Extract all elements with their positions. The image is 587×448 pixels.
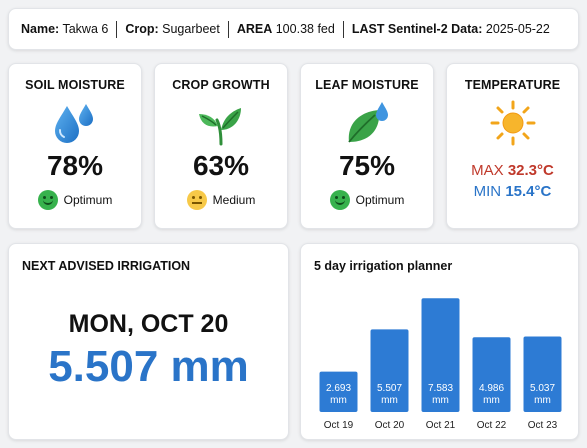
- field-name: Name: Takwa 6: [21, 22, 109, 36]
- bar-value-label: 2.693: [326, 383, 351, 394]
- bar-value-label: 5.037: [530, 383, 555, 394]
- bar-oct-23: [523, 336, 562, 412]
- crop-type: Crop: Sugarbeet: [125, 22, 220, 36]
- status-row: Optimum: [301, 190, 433, 210]
- x-tick-label: Oct 19: [324, 420, 354, 431]
- field-info-bar: Name: Takwa 6 Crop: Sugarbeet AREA 100.3…: [8, 8, 579, 50]
- card-title: CROP GROWTH: [172, 78, 270, 92]
- status-label: Optimum: [63, 193, 113, 207]
- bar-oct-22: [472, 337, 511, 412]
- leaf-moisture-card: LEAF MOISTURE 75% Optimum: [300, 63, 434, 229]
- bar-value-label: 5.507: [377, 383, 402, 394]
- status-label: Optimum: [355, 193, 405, 207]
- crop-growth-card: CROP GROWTH 63% Medium: [154, 63, 288, 229]
- x-tick-label: Oct 20: [375, 420, 405, 431]
- chart-title: 5 day irrigation planner: [314, 259, 453, 273]
- bar-oct-19: [319, 371, 358, 412]
- neutral-yellow-icon: [186, 190, 207, 210]
- leaf-moisture-value: 75%: [338, 150, 396, 181]
- card-title: TEMPERATURE: [464, 78, 561, 92]
- bar-oct-20: [370, 329, 409, 412]
- status-label: Medium: [212, 193, 256, 207]
- sun-icon: [485, 100, 541, 146]
- bar-unit-label: mm: [534, 395, 551, 406]
- divider: [342, 20, 344, 38]
- irrigation-planner-card: 5 day irrigation planner 2.693 mm Oct 19 5.…: [300, 243, 579, 440]
- bar-unit-label: mm: [432, 395, 449, 406]
- water-drops-icon: [47, 100, 103, 146]
- status-row: Optimum: [9, 190, 141, 210]
- next-irrigation-card: NEXT ADVISED IRRIGATION MON, OCT 20 5.50…: [8, 243, 289, 440]
- card-title: LEAF MOISTURE: [315, 78, 419, 92]
- x-tick-label: Oct 22: [477, 420, 507, 431]
- irrigation-amount: 5.507 mm: [48, 342, 249, 391]
- max-temperature: MAX 32.3°C: [471, 162, 554, 179]
- bar-oct-21: [421, 298, 460, 412]
- status-row: Medium: [155, 190, 287, 210]
- temperature-card: TEMPERATURE MAX 32.3°C MIN 15.4°C: [446, 63, 579, 229]
- crop-growth-value: 63%: [192, 150, 250, 181]
- sprout-icon: [193, 100, 249, 146]
- leaf-drop-icon: [339, 100, 395, 146]
- card-title: NEXT ADVISED IRRIGATION: [22, 259, 191, 273]
- divider: [227, 20, 229, 38]
- bar-unit-label: mm: [330, 395, 347, 406]
- bar-unit-label: mm: [483, 395, 500, 406]
- irrigation-date: MON, OCT 20: [68, 310, 229, 338]
- min-temperature: MIN 15.4°C: [473, 183, 552, 200]
- field-area: AREA 100.38 fed: [236, 22, 335, 36]
- bar-value-label: 4.986: [479, 383, 504, 394]
- card-title: SOIL MOISTURE: [25, 78, 125, 92]
- sentinel-date: LAST Sentinel-2 Data: 2025-05-22: [351, 22, 550, 36]
- smile-green-icon: [37, 190, 58, 210]
- smile-green-icon: [329, 190, 350, 210]
- x-tick-label: Oct 23: [528, 420, 558, 431]
- x-tick-label: Oct 21: [426, 420, 456, 431]
- soil-moisture-value: 78%: [46, 150, 104, 181]
- soil-moisture-card: SOIL MOISTURE 78% Optimum: [8, 63, 142, 229]
- bar-unit-label: mm: [381, 395, 398, 406]
- bar-value-label: 7.583: [428, 383, 453, 394]
- divider: [116, 20, 118, 38]
